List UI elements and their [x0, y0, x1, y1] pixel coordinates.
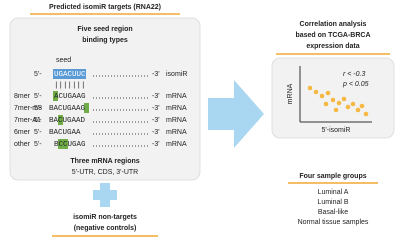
end: 5'- — [34, 141, 42, 148]
end: 5'- — [34, 129, 42, 136]
seed-label: seed — [56, 57, 71, 64]
row-label: 7mer-A1 — [14, 117, 41, 124]
highlight — [58, 139, 68, 149]
sequence: BACUGAA — [49, 129, 81, 137]
row-label: 7mer-m8 — [14, 105, 42, 112]
row-label: other — [14, 141, 31, 148]
x-label: 5'-isomiR — [322, 127, 351, 134]
plus-icon — [93, 183, 117, 207]
highlight — [58, 115, 63, 125]
group: Normal tissue samples — [298, 219, 369, 226]
type: mRNA — [166, 129, 187, 136]
heading: based on TCGA-BRCA — [295, 32, 370, 39]
heading: Three mRNA regions — [70, 158, 139, 165]
sequence: UGACUUC — [54, 71, 86, 79]
scatter-dots — [307, 85, 369, 117]
heading: Correlation analysis — [300, 21, 367, 28]
stats: r < -0.3 — [343, 71, 365, 78]
heading: expression data — [306, 43, 359, 50]
end: -3' — [152, 117, 160, 124]
highlight — [84, 103, 89, 113]
seed-box — [9, 17, 201, 181]
end: 5'- — [34, 93, 42, 100]
row-label: 8mer — [14, 93, 31, 100]
pairing: ||||||| — [54, 82, 86, 90]
end: 5'- — [34, 105, 42, 112]
group: Luminal B — [317, 199, 348, 206]
sequence: BCCUGAG — [54, 141, 86, 149]
end: -3' — [152, 141, 160, 148]
regions: 5'-UTR, CDS, 3'-UTR — [72, 169, 138, 176]
type: mRNA — [166, 93, 187, 100]
y-label: mRNA — [287, 83, 294, 104]
end: -3' — [152, 93, 160, 100]
type: isomiR — [166, 71, 187, 78]
group: Basal-like — [318, 209, 348, 216]
end: -3' — [152, 71, 160, 78]
row-label: 6mer — [14, 129, 31, 136]
end: -3' — [152, 105, 160, 112]
end: 5'- — [34, 71, 42, 78]
group: Luminal A — [318, 189, 349, 196]
end: -3' — [152, 129, 160, 136]
highlight — [53, 91, 58, 101]
end: 5'- — [34, 117, 42, 124]
arrow — [208, 80, 264, 148]
type: mRNA — [166, 141, 187, 148]
type: mRNA — [166, 117, 187, 124]
heading: Four sample groups — [299, 173, 366, 180]
sequence: BACUGAAG — [49, 105, 86, 113]
sequence: BACUGAAD — [49, 117, 86, 125]
controls: (negative controls) — [74, 225, 137, 232]
title: Predicted isomiR targets (RNA22) — [49, 4, 161, 11]
heading: binding types — [82, 37, 128, 44]
controls: isomiR non-targets — [73, 214, 137, 221]
type: mRNA — [166, 105, 187, 112]
heading: Five seed region — [77, 26, 132, 33]
sequence: ACUGAAG — [54, 93, 86, 101]
seed-highlight — [53, 69, 86, 79]
stats: p < 0.05 — [342, 81, 369, 88]
